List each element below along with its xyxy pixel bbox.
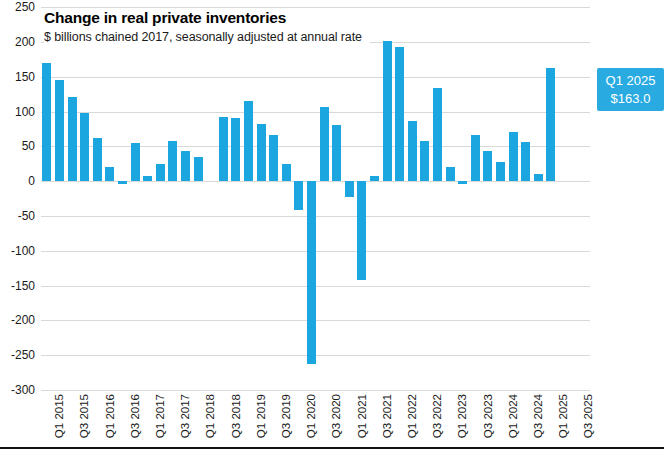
chart-title: Change in real private inventories bbox=[44, 8, 362, 27]
x-axis-tick-label: Q1 2019 bbox=[255, 394, 268, 438]
y-axis-tick-label: 150 bbox=[0, 70, 35, 84]
inventory-bar-chart: 250 200 150 100 50 0 -50 -100 -150 -200 -250 -300 Q… bbox=[0, 0, 664, 449]
bar-Q4-2015 bbox=[80, 113, 89, 181]
x-axis-tick-label: Q3 2015 bbox=[79, 394, 92, 438]
x-axis-tick-label: Q1 2021 bbox=[356, 394, 369, 438]
bar-Q1-2016 bbox=[93, 138, 102, 181]
x-axis-tick-label: Q3 2020 bbox=[331, 394, 344, 438]
bar-Q2-2023 bbox=[458, 181, 467, 184]
callout-value-label: $163.0 bbox=[597, 90, 664, 108]
y-axis-tick-label: -250 bbox=[0, 348, 35, 362]
bar-Q3-2015 bbox=[68, 97, 77, 181]
x-axis-tick-label: Q1 2025 bbox=[557, 394, 570, 438]
y-axis-tick-label: 0 bbox=[0, 174, 35, 188]
y-axis-tick-label: -300 bbox=[0, 383, 35, 397]
bar-Q3-2021 bbox=[370, 176, 379, 182]
bar-Q4-2021 bbox=[383, 41, 392, 181]
bar-Q3-2017 bbox=[168, 141, 177, 181]
x-axis-tick-label: Q1 2023 bbox=[457, 394, 470, 438]
bar-Q4-2018 bbox=[231, 118, 240, 181]
bar-Q1-2025 bbox=[546, 68, 555, 182]
gridline--300 bbox=[41, 390, 591, 391]
bar-Q4-2024 bbox=[534, 174, 543, 181]
y-axis-tick-label: -200 bbox=[0, 313, 35, 327]
bar-Q2-2021 bbox=[357, 181, 366, 280]
y-axis-tick-label: 50 bbox=[0, 139, 35, 153]
x-axis-tick-label: Q1 2016 bbox=[104, 394, 117, 438]
bar-Q4-2023 bbox=[483, 151, 492, 181]
x-axis-tick-label: Q3 2025 bbox=[583, 394, 596, 438]
x-axis-tick-label: Q3 2021 bbox=[381, 394, 394, 438]
x-axis-tick-label: Q3 2016 bbox=[129, 394, 142, 438]
bar-Q3-2019 bbox=[269, 135, 278, 181]
latest-value-callout: Q1 2025 $163.0 bbox=[597, 68, 664, 111]
bar-Q2-2020 bbox=[307, 181, 316, 364]
bar-Q1-2021 bbox=[345, 181, 354, 197]
bar-Q3-2018 bbox=[219, 117, 228, 181]
bar-Q2-2015 bbox=[55, 80, 64, 181]
bar-Q4-2020 bbox=[332, 125, 341, 181]
y-axis-tick-label: 200 bbox=[0, 35, 35, 49]
bar-Q2-2017 bbox=[156, 164, 165, 181]
x-axis-tick-label: Q1 2022 bbox=[406, 394, 419, 438]
gridline-100 bbox=[41, 112, 591, 113]
y-axis-tick-label: 250 bbox=[0, 0, 35, 14]
chart-subtitle: $ billions chained 2017, seasonally adju… bbox=[44, 29, 362, 45]
x-axis-tick-label: Q1 2018 bbox=[205, 394, 218, 438]
x-axis-tick-label: Q3 2023 bbox=[482, 394, 495, 438]
bar-Q1-2018 bbox=[194, 157, 203, 181]
bar-Q1-2022 bbox=[395, 47, 404, 181]
bar-Q1-2020 bbox=[294, 181, 303, 210]
bar-Q3-2020 bbox=[320, 107, 329, 181]
y-axis-tick-label: -50 bbox=[0, 209, 35, 223]
bar-Q3-2022 bbox=[420, 141, 429, 181]
bar-Q2-2022 bbox=[408, 121, 417, 181]
bar-Q2-2024 bbox=[509, 132, 518, 181]
x-axis-tick-label: Q3 2018 bbox=[230, 394, 243, 438]
x-axis-tick-label: Q1 2024 bbox=[507, 394, 520, 438]
bar-Q2-2016 bbox=[105, 167, 114, 181]
bar-Q3-2023 bbox=[471, 135, 480, 181]
x-axis-tick-label: Q3 2017 bbox=[179, 394, 192, 438]
bar-Q1-2023 bbox=[446, 167, 455, 181]
gridline-150 bbox=[41, 77, 591, 78]
x-axis-tick-label: Q3 2022 bbox=[431, 394, 444, 438]
bar-Q4-2017 bbox=[181, 151, 190, 181]
bar-Q1-2017 bbox=[143, 176, 152, 182]
bar-Q4-2016 bbox=[131, 143, 140, 181]
bar-Q1-2015 bbox=[42, 63, 51, 181]
y-axis-tick-label: 100 bbox=[0, 105, 35, 119]
y-axis-tick-label: -150 bbox=[0, 279, 35, 293]
bar-Q4-2019 bbox=[282, 164, 291, 181]
bar-Q1-2024 bbox=[496, 162, 505, 181]
callout-quarter-label: Q1 2025 bbox=[597, 72, 664, 90]
bar-Q2-2019 bbox=[257, 124, 266, 181]
x-axis-tick-label: Q1 2020 bbox=[305, 394, 318, 438]
x-axis-tick-label: Q1 2017 bbox=[154, 394, 167, 438]
x-axis-tick-label: Q3 2024 bbox=[532, 394, 545, 438]
y-axis-tick-label: -100 bbox=[0, 244, 35, 258]
x-axis-tick-label: Q1 2015 bbox=[53, 394, 66, 438]
bar-Q4-2022 bbox=[433, 88, 442, 181]
bar-Q3-2016 bbox=[118, 181, 127, 184]
bar-Q3-2024 bbox=[521, 142, 530, 181]
x-axis-tick-label: Q3 2019 bbox=[280, 394, 293, 438]
title-block: Change in real private inventories $ bil… bbox=[44, 8, 370, 48]
bar-Q1-2019 bbox=[244, 101, 253, 181]
